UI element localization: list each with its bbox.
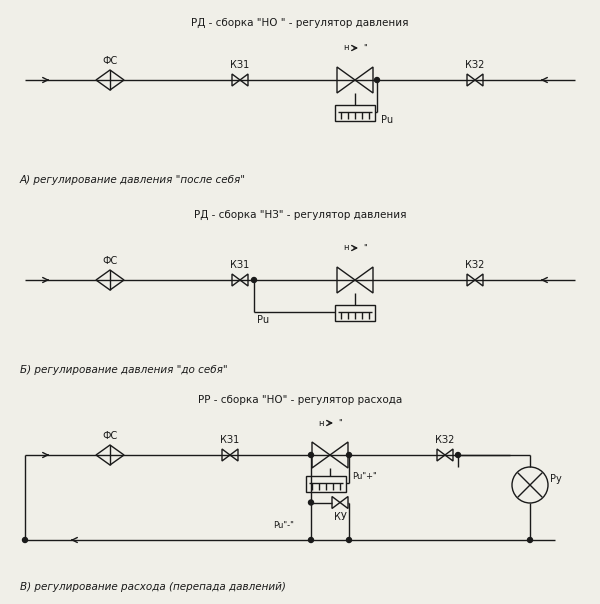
Text: Pu"-": Pu"-"	[273, 521, 294, 530]
Text: н: н	[319, 419, 324, 428]
Text: н: н	[343, 43, 349, 53]
Text: ФС: ФС	[103, 56, 118, 66]
Text: ФС: ФС	[103, 256, 118, 266]
Text: ФС: ФС	[103, 431, 118, 441]
Circle shape	[23, 538, 28, 542]
Circle shape	[308, 500, 314, 505]
Text: ": "	[363, 243, 367, 252]
Text: Pu"+": Pu"+"	[352, 472, 377, 481]
Text: Б) регулирование давления "до себя": Б) регулирование давления "до себя"	[20, 365, 227, 375]
Text: КЗ2: КЗ2	[466, 60, 485, 70]
Text: КЗ1: КЗ1	[220, 435, 239, 445]
Text: КЗ2: КЗ2	[436, 435, 455, 445]
Circle shape	[527, 538, 533, 542]
Circle shape	[308, 538, 314, 542]
Text: ": "	[363, 43, 367, 53]
Circle shape	[347, 452, 352, 457]
Circle shape	[251, 277, 257, 283]
Text: Pu: Pu	[381, 115, 393, 125]
Text: РР - сборка "НО" - регулятор расхода: РР - сборка "НО" - регулятор расхода	[198, 395, 402, 405]
Bar	[306, 476, 346, 492]
Circle shape	[308, 452, 314, 457]
Text: А) регулирование давления "после себя": А) регулирование давления "после себя"	[20, 175, 246, 185]
Text: КЗ2: КЗ2	[466, 260, 485, 270]
Text: КУ: КУ	[334, 513, 346, 522]
Text: Ру: Ру	[550, 474, 562, 484]
Text: РД - сборка "НЗ" - регулятор давления: РД - сборка "НЗ" - регулятор давления	[194, 210, 406, 220]
Text: КЗ1: КЗ1	[230, 260, 250, 270]
Bar	[335, 105, 375, 121]
Circle shape	[455, 452, 461, 457]
Bar	[335, 305, 375, 321]
Text: КЗ1: КЗ1	[230, 60, 250, 70]
Text: н: н	[343, 243, 349, 252]
Circle shape	[374, 77, 380, 83]
Text: В) регулирование расхода (перепада давлений): В) регулирование расхода (перепада давле…	[20, 582, 286, 592]
Text: РД - сборка "НО " - регулятор давления: РД - сборка "НО " - регулятор давления	[191, 18, 409, 28]
Text: Pu: Pu	[257, 315, 269, 325]
Text: ": "	[338, 419, 342, 428]
Circle shape	[347, 538, 352, 542]
